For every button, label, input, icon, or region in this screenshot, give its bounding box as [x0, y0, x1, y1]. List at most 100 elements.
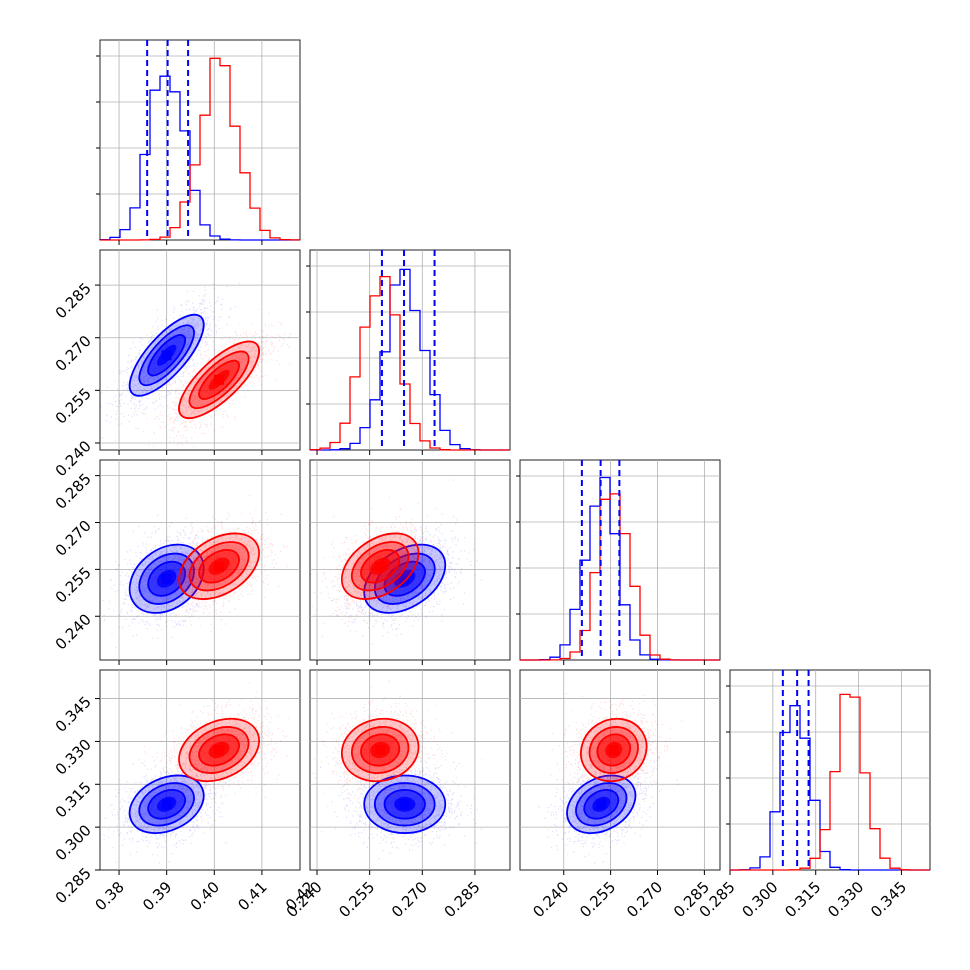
- density-peak-blue: [161, 350, 172, 361]
- density-peak-red: [375, 745, 386, 755]
- density-peak-red: [608, 745, 619, 755]
- contour-red: [350, 726, 410, 774]
- panel-frame: [309, 669, 511, 871]
- panel-content-3-0: [103, 682, 289, 864]
- hist-step-blue: [730, 705, 930, 871]
- x-tick-label: 0.315: [781, 878, 824, 921]
- contour-red: [360, 548, 401, 584]
- contour-blue: [128, 313, 205, 397]
- density-peak-blue: [399, 799, 410, 810]
- y-tick-label: 0.285: [52, 470, 95, 513]
- hist-step-red: [100, 57, 301, 241]
- panel-3-2: [519, 669, 721, 871]
- ticks-3-1: [316, 870, 476, 875]
- x-tick-label: 0.41: [234, 878, 270, 914]
- y-tick-label: 0.270: [52, 517, 95, 560]
- density-peak-blue: [161, 799, 172, 810]
- x-tick-label: 0.300: [739, 878, 782, 921]
- contour-blue: [128, 543, 205, 614]
- panel-0-0: [96, 39, 301, 241]
- panel-3-1: [309, 669, 511, 871]
- contour-red: [188, 726, 250, 774]
- contour-red: [188, 350, 250, 410]
- contour-red: [178, 532, 260, 600]
- contour-red: [198, 548, 240, 584]
- contour-blue: [147, 788, 187, 820]
- contour-red: [360, 733, 401, 767]
- panel-frame: [99, 669, 301, 871]
- histogram-2: [520, 460, 720, 661]
- x-tick-label: 0.345: [867, 878, 910, 921]
- panel-frame: [519, 669, 721, 871]
- contour-blue: [138, 324, 195, 387]
- y-tick-label: 0.315: [52, 778, 95, 821]
- scatter-points-blue: [102, 514, 266, 649]
- x-tick-label: 0.255: [335, 878, 378, 921]
- x-tick-label: 0.270: [623, 878, 666, 921]
- ticks-2-0: [95, 475, 263, 665]
- density-peak-red: [214, 745, 225, 755]
- hist-step-red: [309, 275, 510, 451]
- contour-red: [178, 340, 260, 420]
- contour-red: [596, 733, 632, 767]
- x-tick-label: 0.240: [529, 878, 572, 921]
- ticks-0-0: [118, 240, 263, 245]
- density-peak-blue: [161, 573, 172, 584]
- contour-red: [350, 541, 410, 592]
- contour-blue: [383, 788, 426, 820]
- panel-frame: [99, 459, 301, 661]
- contour-red: [188, 541, 250, 592]
- panel-1-1: [306, 249, 511, 451]
- ticks-2-1: [316, 660, 476, 665]
- contour-blue: [138, 782, 195, 827]
- x-tick-label: 0.40: [187, 878, 223, 914]
- contour-blue: [363, 774, 447, 834]
- x-tick-label: 0.38: [91, 878, 127, 914]
- panel-2-1: [309, 459, 511, 661]
- panel-2-2: [516, 459, 721, 661]
- panel-frame: [729, 669, 931, 871]
- scatter-points-blue: [321, 479, 483, 645]
- panel-2-0: [99, 459, 301, 661]
- ticks-1-0: [95, 284, 263, 455]
- contour-blue: [575, 782, 628, 827]
- density-peak-red: [375, 561, 386, 572]
- density-peak-red: [214, 561, 225, 572]
- ticks-1-1: [316, 450, 476, 455]
- x-tick-label: 0.285: [441, 878, 484, 921]
- panel-content-3-1: [310, 680, 483, 860]
- contour-blue: [373, 782, 436, 827]
- histogram-3: [730, 670, 930, 871]
- contour-blue: [128, 774, 205, 834]
- contour-blue: [566, 774, 637, 834]
- y-tick-label: 0.285: [52, 279, 95, 322]
- ticks-3-2: [563, 870, 705, 875]
- x-tick-label: 0.270: [388, 878, 431, 921]
- contour-blue: [147, 334, 187, 377]
- x-tick-label: 0.330: [824, 878, 867, 921]
- contour-red: [178, 717, 260, 783]
- y-tick-label: 0.300: [52, 821, 95, 864]
- panel-content-1-0: [100, 282, 291, 450]
- hist-step-blue: [99, 75, 300, 241]
- hist-step-blue: [310, 268, 510, 451]
- panel-3-3: [726, 669, 931, 871]
- panel-frame: [309, 459, 511, 661]
- panel-content-2-0: [102, 495, 288, 649]
- ticks-3-0: [95, 698, 263, 875]
- y-tick-label: 0.255: [52, 563, 95, 606]
- contour-blue: [138, 552, 195, 605]
- contour-red: [340, 717, 420, 783]
- density-peak-blue: [399, 573, 410, 584]
- hist-step-red: [730, 693, 930, 871]
- x-tick-label: 0.39: [139, 878, 175, 914]
- scatter-points-red: [310, 680, 483, 810]
- contour-red: [198, 359, 240, 400]
- x-tick-label: 0.255: [576, 878, 619, 921]
- histogram-1: [309, 250, 510, 451]
- contour-red: [580, 717, 648, 783]
- contour-red: [198, 733, 240, 767]
- y-tick-label: 0.255: [52, 384, 95, 427]
- density-peak-red: [214, 374, 225, 385]
